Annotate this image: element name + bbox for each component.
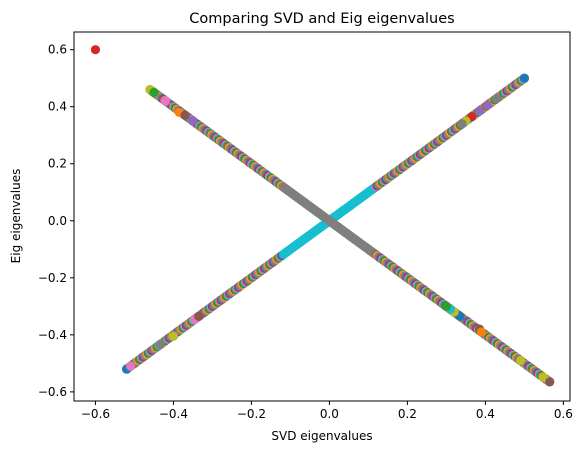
- scatter-point: [180, 110, 190, 120]
- scatter-point: [519, 73, 529, 83]
- scatter-point: [474, 106, 485, 116]
- plot-frame: [73, 31, 571, 402]
- scatter-point: [125, 361, 136, 371]
- scatter-point: [90, 45, 101, 55]
- scatter-point: [188, 116, 198, 126]
- scatter-point: [476, 327, 487, 337]
- x-tick-label: 0.4: [476, 407, 495, 421]
- scatter-point: [515, 355, 526, 366]
- scatter-point: [482, 100, 492, 110]
- scatter-point: [492, 93, 502, 103]
- scatter-point: [441, 301, 451, 311]
- x-tick-label: 0.0: [320, 407, 339, 421]
- x-tick-label: −0.6: [81, 407, 110, 421]
- y-tick-label: 0.4: [48, 100, 67, 114]
- y-axis-label: Eig eigenvalues: [9, 169, 23, 264]
- chart-title: Comparing SVD and Eig eigenvalues: [189, 11, 454, 27]
- y-tick-label: −0.4: [38, 328, 67, 342]
- y-tick-label: −0.6: [38, 385, 67, 399]
- scatter-point: [457, 119, 467, 129]
- scatter-point: [545, 377, 555, 387]
- scatter-point: [155, 340, 165, 350]
- y-tick-label: 0.0: [48, 214, 67, 228]
- x-axis: −0.6 −0.4 −0.2 0.0 0.2 0.4 0.6: [81, 401, 573, 421]
- scatter-point: [149, 87, 159, 98]
- scatter-point: [168, 331, 179, 341]
- x-tick-label: 0.2: [398, 407, 417, 421]
- x-axis-label: SVD eigenvalues: [271, 429, 372, 443]
- scatter-point: [194, 311, 204, 321]
- y-tick-label: 0.2: [48, 157, 67, 171]
- y-axis: −0.6 −0.4 −0.2 0.0 0.2 0.4 0.6: [38, 43, 74, 399]
- y-tick-label: 0.6: [48, 43, 67, 57]
- x-tick-label: −0.4: [159, 407, 188, 421]
- x-tick-label: 0.6: [554, 407, 573, 421]
- y-tick-label: −0.2: [38, 271, 67, 285]
- x-tick-label: −0.2: [237, 407, 266, 421]
- points-layer: [90, 45, 555, 387]
- scatter-point: [161, 96, 171, 106]
